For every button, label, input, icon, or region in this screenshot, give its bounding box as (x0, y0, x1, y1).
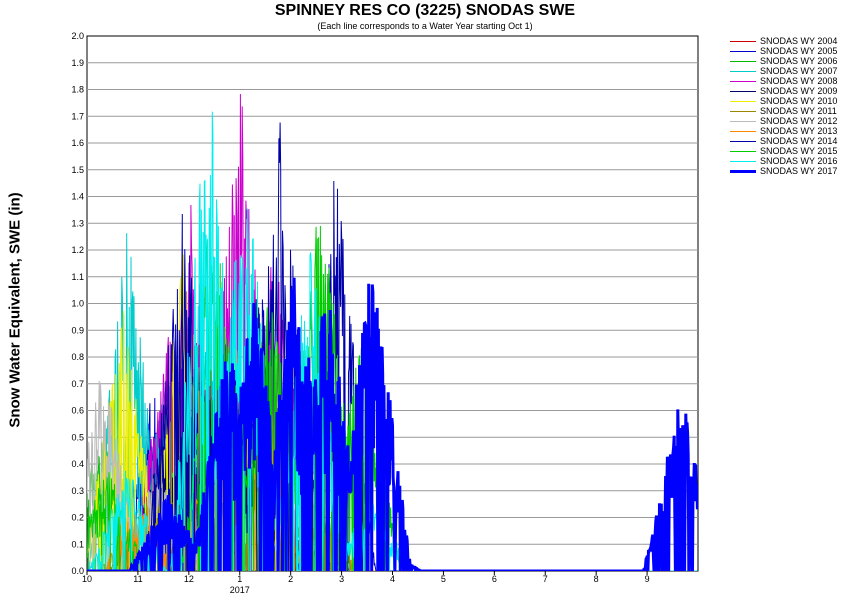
x-tick-label: 9 (645, 574, 650, 584)
legend-label: SNODAS WY 2006 (760, 56, 838, 66)
legend-item: SNODAS WY 2014 (730, 136, 837, 146)
y-tick-label: 0.1 (71, 539, 84, 549)
legend-item: SNODAS WY 2011 (730, 106, 837, 116)
y-tick-label: 1.6 (71, 138, 84, 148)
y-tick-label: 1.4 (71, 192, 84, 202)
legend-label: SNODAS WY 2009 (760, 86, 838, 96)
y-tick-label: 1.9 (71, 58, 84, 68)
legend-swatch (730, 131, 756, 133)
x-tick-label: 7 (543, 574, 548, 584)
x-tick-label: 6 (492, 574, 497, 584)
y-tick-label: 0.7 (71, 379, 84, 389)
legend-item: SNODAS WY 2013 (730, 126, 837, 136)
x-tick-label: 10 (82, 574, 92, 584)
legend-item: SNODAS WY 2004 (730, 36, 837, 46)
series-line-wy-2017 (87, 277, 698, 571)
y-tick-label: 1.5 (71, 165, 84, 175)
legend-label: SNODAS WY 2004 (760, 36, 838, 46)
y-tick-label: 0.0 (71, 566, 84, 576)
legend-item: SNODAS WY 2010 (730, 96, 837, 106)
legend-item: SNODAS WY 2017 (730, 166, 837, 176)
legend-item: SNODAS WY 2008 (730, 76, 837, 86)
y-tick-label: 2.0 (71, 31, 84, 41)
legend-swatch (730, 161, 756, 163)
legend-item: SNODAS WY 2009 (730, 86, 837, 96)
legend-label: SNODAS WY 2008 (760, 76, 838, 86)
y-tick-label: 0.8 (71, 352, 84, 362)
x-year-label: 2017 (230, 585, 250, 595)
legend-label: SNODAS WY 2011 (760, 106, 837, 116)
legend-item: SNODAS WY 2007 (730, 66, 837, 76)
legend-label: SNODAS WY 2014 (760, 136, 838, 146)
legend-label: SNODAS WY 2015 (760, 146, 838, 156)
y-tick-label: 1.3 (71, 218, 84, 228)
legend-label: SNODAS WY 2016 (760, 156, 838, 166)
x-tick-label: 4 (390, 574, 395, 584)
y-tick-label: 0.4 (71, 459, 84, 469)
legend-item: SNODAS WY 2006 (730, 56, 837, 66)
legend-swatch (730, 41, 756, 43)
series-line-wy-2016 (87, 111, 698, 571)
x-tick-label: 1 (237, 574, 242, 584)
y-tick-label: 0.5 (71, 432, 84, 442)
legend-label: SNODAS WY 2005 (760, 46, 838, 56)
y-tick-label: 1.7 (71, 111, 84, 121)
legend-swatch (730, 101, 756, 103)
y-tick-label: 1.1 (71, 272, 84, 282)
legend-label: SNODAS WY 2010 (760, 96, 838, 106)
y-tick-label: 0.6 (71, 406, 84, 416)
legend-label: SNODAS WY 2017 (760, 166, 838, 176)
legend-swatch (730, 61, 756, 63)
legend-label: SNODAS WY 2007 (760, 66, 838, 76)
legend-swatch (730, 111, 756, 113)
y-tick-label: 1.8 (71, 85, 84, 95)
x-tick-label: 8 (594, 574, 599, 584)
y-tick-label: 1.2 (71, 245, 84, 255)
legend-swatch (730, 91, 756, 93)
legend-label: SNODAS WY 2013 (760, 126, 838, 136)
legend-item: SNODAS WY 2005 (730, 46, 837, 56)
y-tick-label: 0.3 (71, 486, 84, 496)
x-tick-label: 12 (184, 574, 194, 584)
legend-swatch (730, 170, 756, 174)
y-tick-label: 1.0 (71, 299, 84, 309)
legend-swatch (730, 81, 756, 83)
x-tick-label: 2 (288, 574, 293, 584)
chart-subtitle: (Each line corresponds to a Water Year s… (317, 21, 533, 31)
x-tick-label: 3 (339, 574, 344, 584)
chart-legend: SNODAS WY 2004 SNODAS WY 2005 SNODAS WY 20… (730, 36, 837, 176)
legend-label: SNODAS WY 2012 (760, 116, 838, 126)
y-tick-label: 0.9 (71, 325, 84, 335)
legend-swatch (730, 141, 756, 143)
chart-title: SPINNEY RES CO (3225) SNODAS SWE (274, 2, 576, 19)
x-tick-label: 5 (441, 574, 446, 584)
legend-swatch (730, 151, 756, 153)
legend-item: SNODAS WY 2015 (730, 146, 837, 156)
x-tick-label: 11 (133, 574, 142, 584)
legend-item: SNODAS WY 2012 (730, 116, 837, 126)
legend-swatch (730, 71, 756, 73)
y-tick-label: 0.2 (71, 513, 84, 523)
series-line-wy-2008 (87, 93, 698, 571)
legend-swatch (730, 51, 756, 53)
legend-item: SNODAS WY 2016 (730, 156, 837, 166)
legend-swatch (730, 121, 756, 123)
